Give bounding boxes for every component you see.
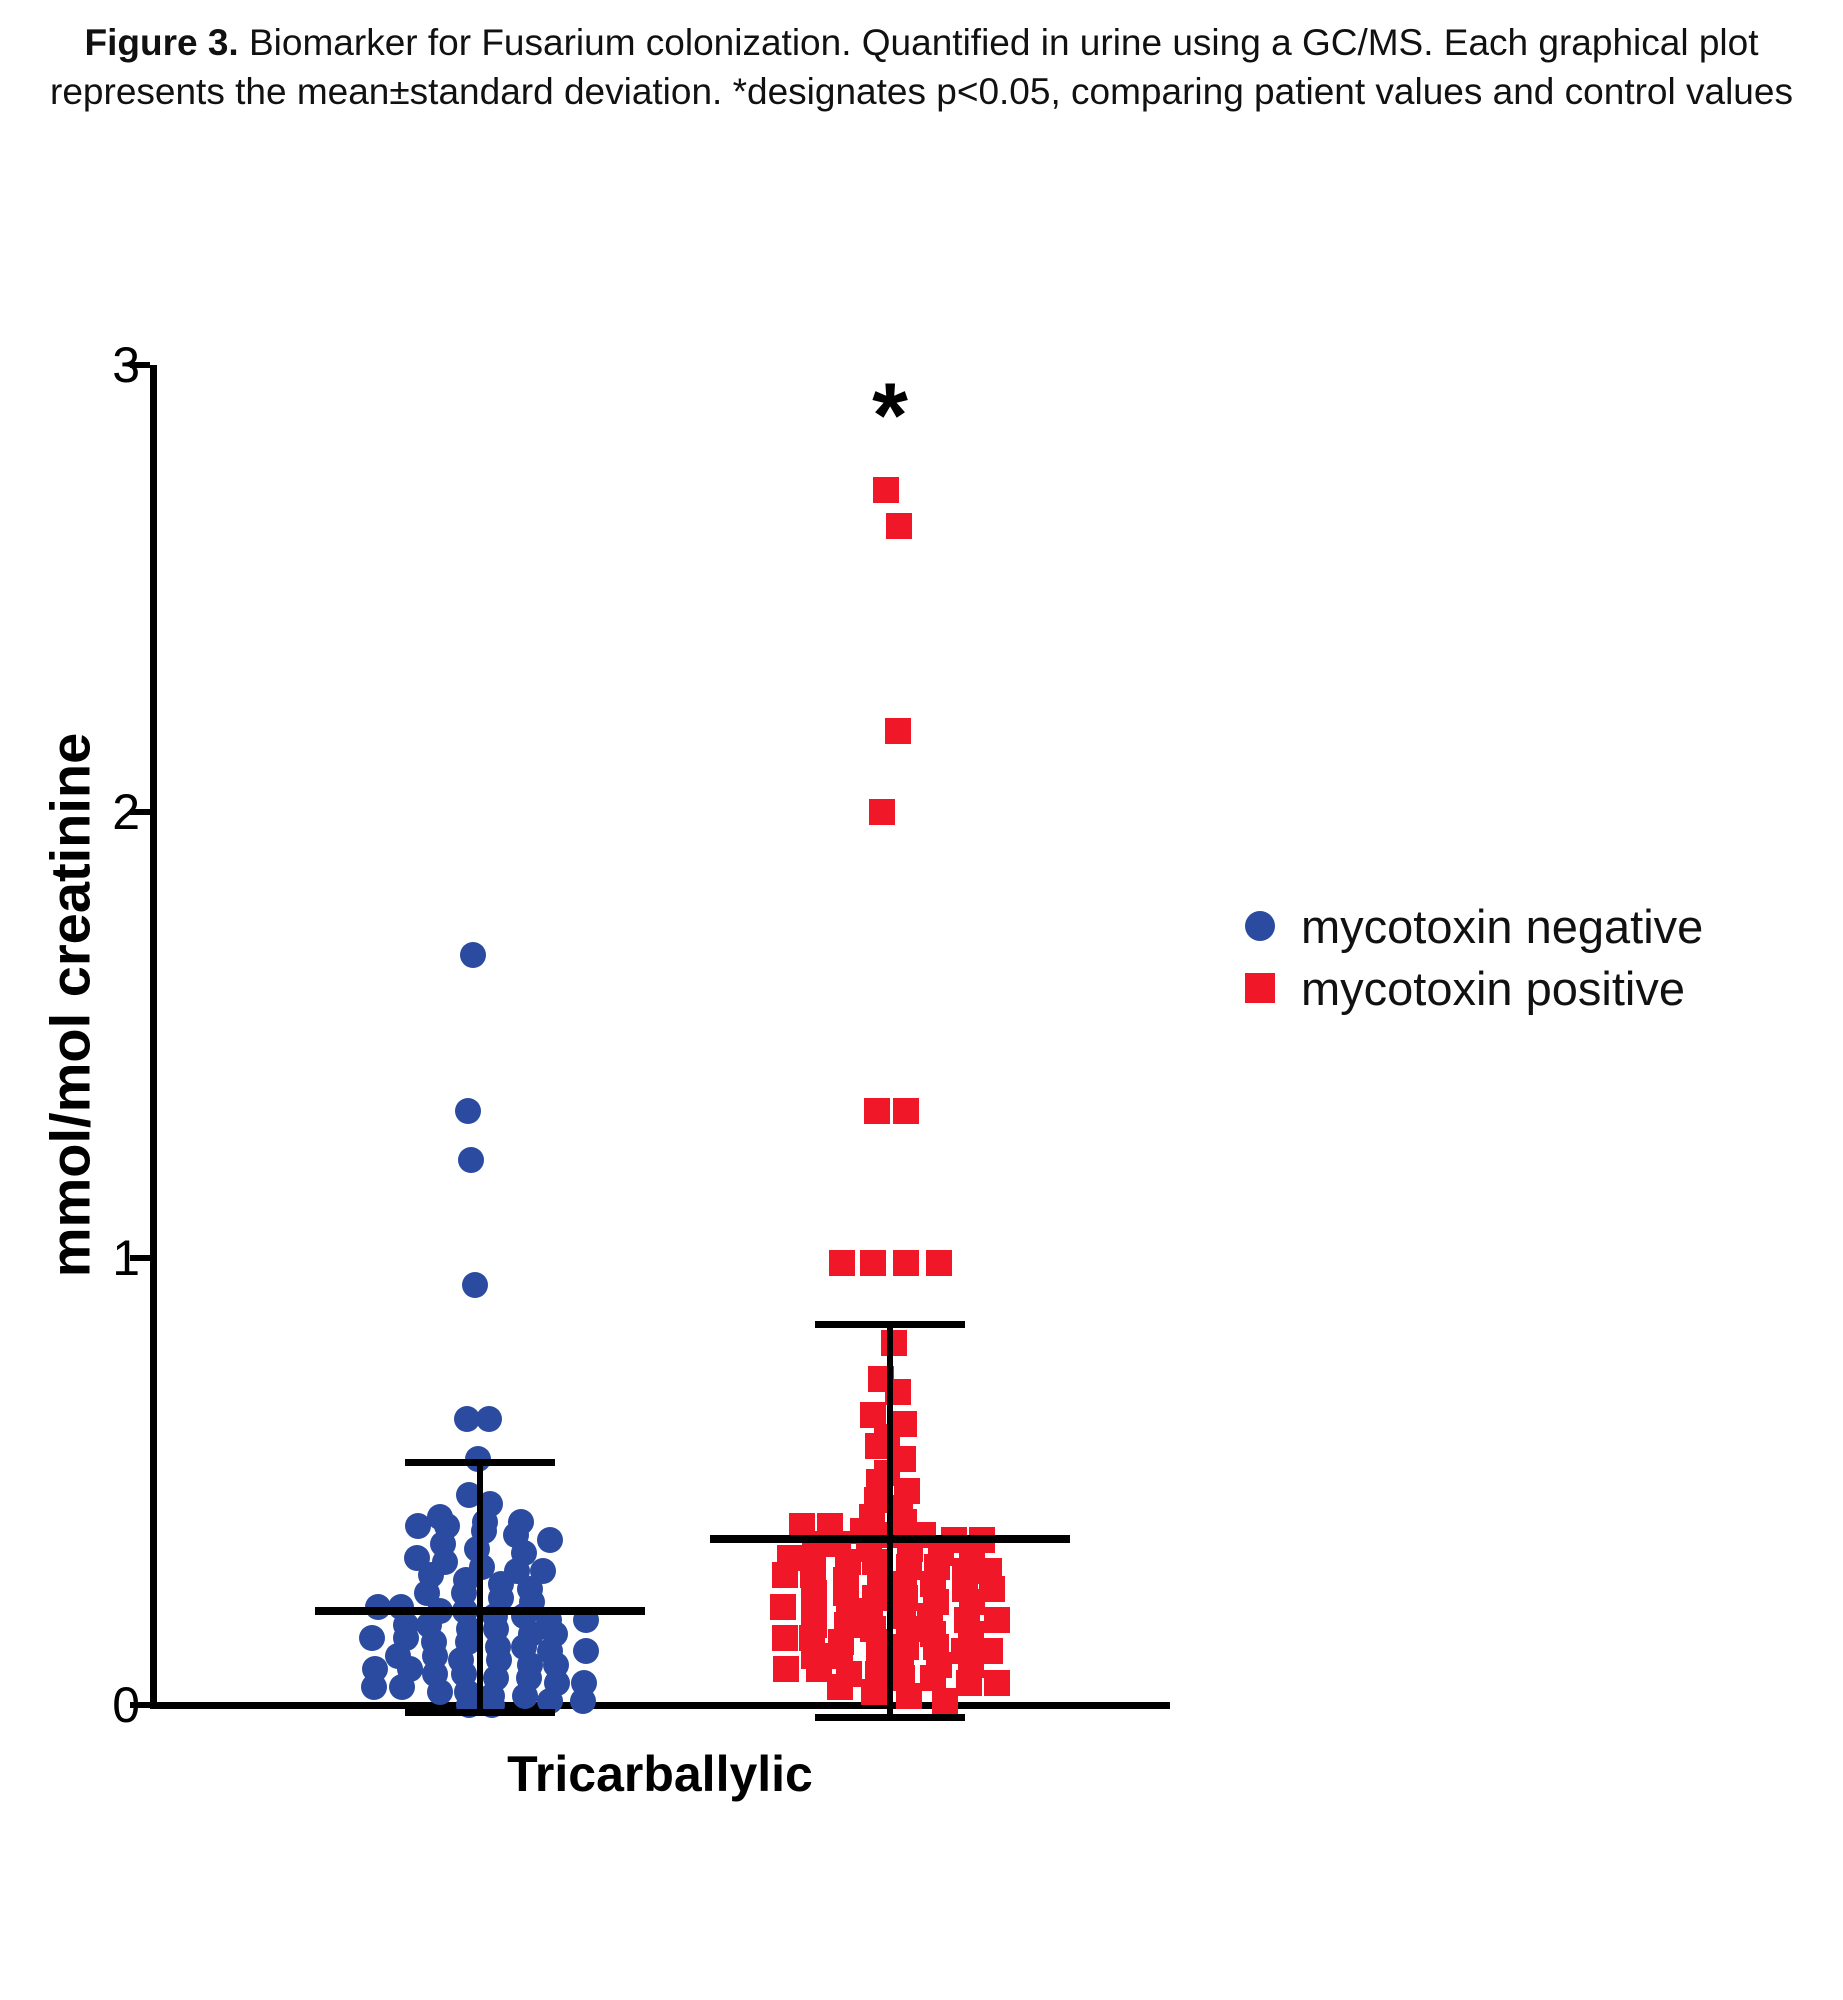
figure-caption-text: Biomarker for Fusarium colonization. Qua… [50,22,1793,113]
mean-line [710,1535,1070,1544]
legend-label-positive: mycotoxin positive [1301,961,1685,1015]
data-point-circle [389,1674,416,1701]
data-point-circle [570,1687,597,1714]
figure-label: Figure 3. [84,22,239,63]
y-tick-mark [130,808,150,815]
figure-caption: Figure 3. Biomarker for Fusarium coloniz… [42,0,1802,116]
error-bar-cap-upper [815,1320,965,1328]
data-point-square [860,1249,887,1276]
data-point-circle [536,1687,563,1714]
data-point-square [896,1683,923,1710]
square-marker-icon [1245,973,1275,1003]
y-axis-line [150,365,157,1705]
error-bar-cap-lower [405,1709,555,1717]
data-point-circle [405,1513,432,1540]
mean-line [315,1606,645,1615]
data-point-square [872,477,899,504]
data-point-circle [458,1147,485,1174]
data-point-square [983,1607,1010,1634]
data-point-circle [426,1678,453,1705]
data-point-circle [573,1638,600,1665]
data-point-circle [359,1625,386,1651]
data-point-square [884,718,911,745]
data-point-circle [475,1406,502,1433]
data-point-square [880,1330,907,1357]
significance-star: * [872,365,908,467]
error-bar-vertical [477,1459,483,1710]
data-point-square [955,1669,982,1696]
data-point-circle [455,1097,482,1124]
data-point-square [983,1669,1010,1696]
y-axis-label: mmol/mol creatinine [38,732,102,1278]
y-tick-mark [130,1255,150,1262]
data-point-square [769,1593,796,1620]
data-point-circle [460,941,487,968]
y-tick-mark [130,1702,150,1708]
error-bar-cap-upper [405,1459,555,1467]
data-point-square [772,1656,799,1683]
legend-item-positive: mycotoxin positive [1245,957,1805,1019]
circle-marker-icon [1245,911,1275,941]
data-point-square [892,1249,919,1276]
error-bar-cap-lower [815,1713,965,1721]
data-point-square [885,512,912,539]
y-tick-mark [130,362,150,368]
x-axis-line [150,1702,1170,1709]
data-point-circle [361,1674,388,1701]
data-point-square [827,1674,854,1701]
data-point-square [771,1562,798,1589]
chart-legend: mycotoxin negative mycotoxin positive [1245,895,1805,1019]
data-point-circle [511,1683,538,1710]
data-point-square [863,1097,890,1124]
data-point-square [869,798,896,825]
data-point-square [893,1097,920,1124]
data-point-circle [536,1526,563,1553]
data-point-square [859,1401,886,1428]
data-point-square [926,1249,953,1276]
data-point-square [919,1665,946,1692]
data-point-circle [461,1272,488,1299]
x-axis-label: Tricarballylic [507,1746,813,1802]
error-bar-vertical [887,1320,893,1714]
data-point-square [861,1678,888,1705]
legend-label-negative: mycotoxin negative [1301,899,1704,953]
data-point-square [828,1249,855,1276]
legend-item-negative: mycotoxin negative [1245,895,1805,957]
data-point-square [931,1687,958,1714]
data-point-square [772,1625,799,1651]
